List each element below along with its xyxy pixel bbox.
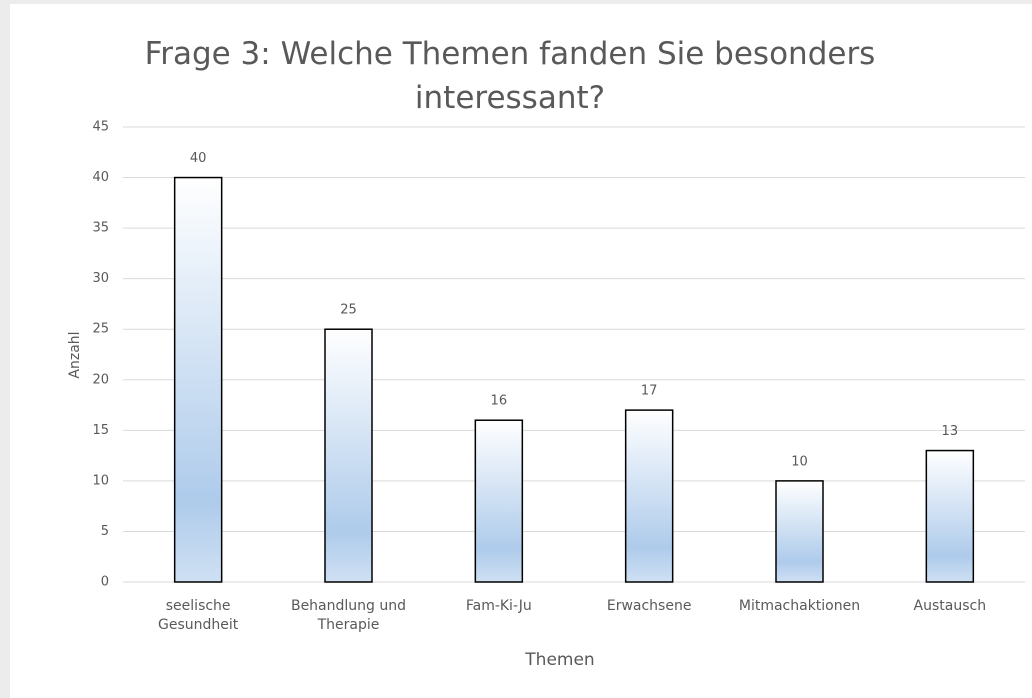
- bar: [925, 449, 975, 583]
- y-tick-label: 10: [92, 473, 109, 488]
- y-tick-label: 45: [92, 120, 109, 135]
- data-label: 13: [942, 424, 959, 439]
- data-label: 16: [491, 394, 508, 409]
- y-tick-label: 40: [92, 170, 109, 185]
- data-label: 40: [190, 151, 207, 166]
- bar: [474, 419, 524, 583]
- chart-title: Frage 3: Welche Themen fanden Sie besond…: [144, 36, 876, 116]
- bar: [173, 176, 223, 583]
- y-axis-label: Anzahl: [67, 331, 83, 378]
- x-axis-label: Themen: [525, 650, 595, 670]
- y-tick-label: 5: [101, 524, 109, 539]
- y-tick-label: 0: [101, 575, 109, 590]
- x-tick-label: seelische Gesundheit: [158, 598, 239, 633]
- bar: [624, 409, 674, 583]
- x-tick-label: Mitmachaktionen: [738, 598, 861, 614]
- x-tick-label: Fam-Ki-Ju: [465, 598, 532, 614]
- x-tick-label: Behandlung und Therapie: [290, 598, 407, 633]
- y-tick-label: 15: [92, 423, 109, 438]
- y-tick-label: 35: [92, 221, 109, 236]
- x-tick-label: Erwachsene: [606, 598, 692, 614]
- data-label: 25: [340, 303, 357, 318]
- y-tick-label: 30: [92, 271, 109, 286]
- data-label: 17: [641, 384, 658, 399]
- y-tick-label: 25: [92, 322, 109, 337]
- bar: [324, 328, 373, 583]
- data-label: 10: [791, 454, 808, 469]
- bar: [775, 480, 824, 583]
- y-tick-label: 20: [92, 372, 109, 387]
- x-tick-label: Austausch: [913, 598, 987, 614]
